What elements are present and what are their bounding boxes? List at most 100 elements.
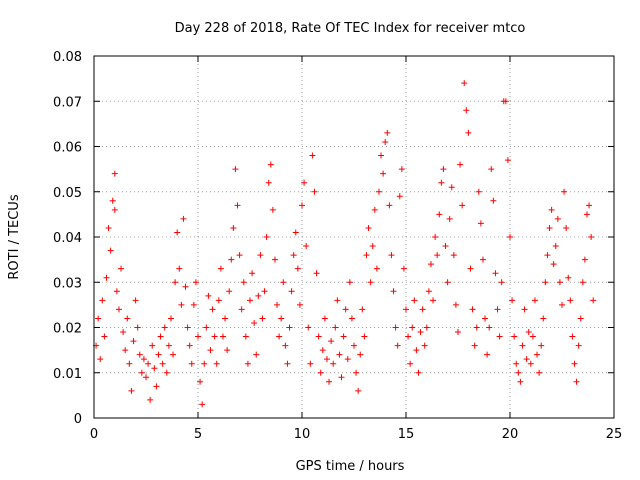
data-point [486,324,493,331]
data-point [326,378,333,385]
data-point [199,401,206,408]
data-point [105,224,112,231]
data-point [101,333,108,340]
data-point [396,193,403,200]
data-point [546,224,553,231]
y-tick-label: 0.02 [53,322,82,337]
data-point [413,347,420,354]
data-point [203,324,210,331]
data-point [398,166,405,173]
data-point [263,234,270,240]
x-tick-label: 15 [398,427,415,442]
data-point [390,288,397,295]
data-point [527,360,534,367]
data-point [484,351,491,358]
data-point [321,315,328,322]
data-point [469,306,476,313]
data-point [278,315,285,322]
data-point [382,138,389,145]
data-point [565,274,572,281]
data-point [161,324,168,331]
data-point [153,383,160,390]
data-point [120,329,127,336]
data-point [332,324,339,331]
data-point [444,279,451,286]
data-point [446,215,453,222]
data-point [317,369,324,376]
data-point [425,288,432,295]
data-point [197,378,204,385]
data-point [538,342,545,349]
data-point [303,243,310,250]
data-point [461,80,468,87]
data-point [563,224,570,231]
data-point [575,342,582,349]
data-point [132,297,139,304]
data-point [361,333,368,340]
data-point [496,333,503,340]
data-point [182,283,189,290]
data-point [213,360,220,367]
data-point [251,319,258,326]
data-point [301,179,308,186]
data-point [195,333,201,340]
y-tick-label: 0.05 [53,186,82,201]
data-point [315,333,322,340]
data-point [554,215,561,222]
data-point [259,315,266,322]
x-tick-label: 20 [502,427,519,442]
data-point [180,215,187,222]
data-point [143,374,149,381]
data-point [427,261,434,268]
y-tick-label: 0.08 [53,50,82,65]
data-point [423,324,430,331]
data-point [174,229,181,236]
grid [94,56,614,418]
data-point [511,333,518,340]
data-point [211,333,218,340]
chart-title: Day 228 of 2018, Rate Of TEC Index for r… [175,21,526,36]
data-point [590,297,597,304]
data-point [371,206,378,213]
data-point [586,202,593,209]
data-point [269,206,276,213]
data-point [307,360,314,367]
y-tick-label: 0.07 [53,95,82,110]
data-point [309,152,316,159]
data-point [232,166,239,173]
data-point [440,166,447,173]
data-point [190,301,197,308]
data-point [373,265,380,272]
data-point [249,270,256,277]
data-point [477,220,484,227]
data-point [276,333,283,340]
data-point [282,342,289,349]
data-point [274,301,281,308]
data-point [205,292,212,299]
data-point [403,306,409,313]
data-point [488,166,495,173]
data-point [583,211,590,218]
data-point [340,333,347,340]
y-tick-label: 0.03 [53,276,82,291]
data-point [342,306,349,313]
data-point [542,279,549,286]
plot-frame [93,55,615,419]
data-point [556,279,563,286]
data-point [111,206,118,213]
data-point [338,374,345,381]
data-point [286,324,293,331]
data-point [170,351,177,358]
data-point [378,152,385,159]
data-point [323,356,330,363]
data-point [284,360,291,367]
data-point [244,360,251,367]
data-point [296,301,303,308]
data-point [411,297,418,304]
data-point [534,351,541,358]
data-point [552,243,559,250]
data-point [107,247,114,254]
data-point [365,224,372,231]
x-tick-labels: 0 5 10 15 20 25 [90,427,622,442]
